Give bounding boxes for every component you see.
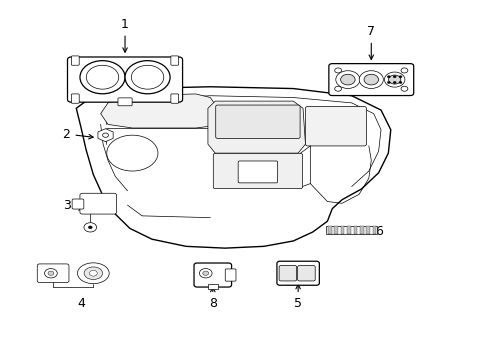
FancyBboxPatch shape [276, 261, 319, 285]
Polygon shape [207, 101, 305, 153]
FancyBboxPatch shape [305, 107, 366, 146]
Circle shape [199, 269, 212, 278]
Circle shape [392, 76, 395, 78]
Circle shape [363, 74, 378, 85]
FancyBboxPatch shape [225, 269, 236, 281]
Bar [340, 226, 344, 234]
FancyBboxPatch shape [118, 98, 132, 106]
Text: 4: 4 [77, 297, 85, 310]
Circle shape [334, 86, 341, 91]
Text: 8: 8 [208, 287, 216, 310]
Circle shape [340, 74, 354, 85]
FancyBboxPatch shape [37, 264, 69, 283]
Text: 6: 6 [374, 225, 382, 238]
FancyBboxPatch shape [213, 153, 302, 189]
FancyBboxPatch shape [80, 193, 116, 214]
Bar [366, 226, 369, 234]
Text: 5: 5 [294, 284, 302, 310]
Polygon shape [98, 129, 113, 141]
FancyBboxPatch shape [279, 266, 296, 281]
Circle shape [131, 65, 163, 89]
Circle shape [80, 60, 125, 94]
Circle shape [334, 68, 341, 73]
Circle shape [398, 76, 401, 78]
Circle shape [388, 75, 400, 84]
Circle shape [386, 81, 389, 84]
Circle shape [86, 65, 119, 89]
Text: 2: 2 [62, 127, 93, 141]
Ellipse shape [84, 267, 102, 279]
Circle shape [400, 68, 407, 73]
Bar [372, 226, 376, 234]
Polygon shape [76, 87, 390, 248]
Circle shape [359, 71, 383, 89]
Bar [327, 226, 331, 234]
Circle shape [400, 86, 407, 91]
FancyBboxPatch shape [215, 105, 300, 138]
FancyBboxPatch shape [207, 284, 217, 289]
Circle shape [89, 270, 97, 276]
Circle shape [398, 81, 401, 84]
Bar [353, 226, 357, 234]
Ellipse shape [77, 263, 109, 284]
Circle shape [384, 72, 404, 87]
FancyBboxPatch shape [71, 94, 79, 103]
FancyBboxPatch shape [297, 266, 315, 281]
FancyBboxPatch shape [170, 94, 178, 103]
Text: 3: 3 [62, 199, 83, 212]
Text: 7: 7 [366, 25, 374, 59]
Bar [325, 226, 377, 234]
FancyBboxPatch shape [67, 57, 182, 102]
Circle shape [335, 71, 359, 89]
Circle shape [84, 223, 97, 232]
Circle shape [392, 81, 395, 84]
Ellipse shape [106, 135, 158, 171]
Circle shape [48, 271, 54, 275]
FancyBboxPatch shape [328, 64, 413, 95]
Circle shape [203, 271, 208, 275]
FancyBboxPatch shape [71, 56, 79, 65]
Polygon shape [101, 94, 215, 128]
Circle shape [88, 226, 92, 229]
Text: 1: 1 [121, 18, 129, 52]
FancyBboxPatch shape [238, 161, 277, 183]
FancyBboxPatch shape [72, 199, 83, 209]
Circle shape [125, 60, 170, 94]
Bar [359, 226, 363, 234]
FancyBboxPatch shape [194, 263, 231, 287]
Bar [334, 226, 337, 234]
Circle shape [44, 269, 57, 278]
Circle shape [386, 76, 389, 78]
FancyBboxPatch shape [170, 56, 178, 65]
Circle shape [102, 133, 108, 137]
Bar [346, 226, 350, 234]
